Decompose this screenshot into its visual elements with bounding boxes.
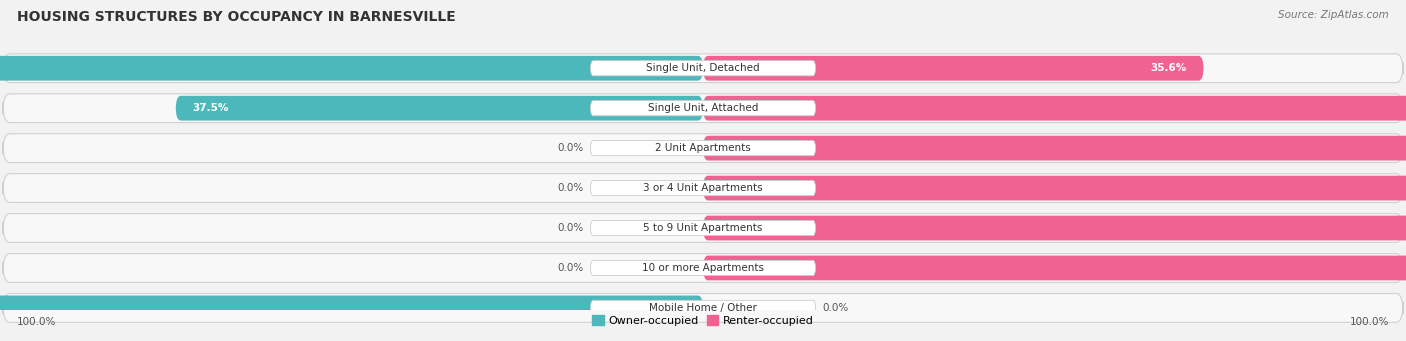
Text: 0.0%: 0.0% (557, 183, 583, 193)
FancyBboxPatch shape (591, 61, 815, 76)
Text: HOUSING STRUCTURES BY OCCUPANCY IN BARNESVILLE: HOUSING STRUCTURES BY OCCUPANCY IN BARNE… (17, 10, 456, 24)
FancyBboxPatch shape (591, 101, 815, 116)
Text: 0.0%: 0.0% (557, 223, 583, 233)
FancyBboxPatch shape (3, 254, 1403, 282)
FancyBboxPatch shape (3, 94, 1403, 122)
FancyBboxPatch shape (703, 176, 1406, 201)
FancyBboxPatch shape (3, 54, 1403, 83)
Text: 5 to 9 Unit Apartments: 5 to 9 Unit Apartments (644, 223, 762, 233)
Legend: Owner-occupied, Renter-occupied: Owner-occupied, Renter-occupied (588, 311, 818, 330)
FancyBboxPatch shape (703, 256, 1406, 280)
FancyBboxPatch shape (0, 296, 703, 320)
FancyBboxPatch shape (591, 140, 815, 156)
FancyBboxPatch shape (703, 56, 1204, 80)
Text: 100.0%: 100.0% (17, 317, 56, 327)
FancyBboxPatch shape (703, 96, 1406, 121)
Text: Single Unit, Attached: Single Unit, Attached (648, 103, 758, 113)
FancyBboxPatch shape (3, 294, 1403, 322)
Text: Mobile Home / Other: Mobile Home / Other (650, 303, 756, 313)
FancyBboxPatch shape (591, 300, 815, 315)
Text: 3 or 4 Unit Apartments: 3 or 4 Unit Apartments (643, 183, 763, 193)
Text: 2 Unit Apartments: 2 Unit Apartments (655, 143, 751, 153)
FancyBboxPatch shape (703, 216, 1406, 240)
Text: 0.0%: 0.0% (557, 263, 583, 273)
Text: 0.0%: 0.0% (823, 303, 849, 313)
FancyBboxPatch shape (176, 96, 703, 121)
FancyBboxPatch shape (0, 56, 703, 80)
FancyBboxPatch shape (3, 214, 1403, 242)
Text: 100.0%: 100.0% (1350, 317, 1389, 327)
FancyBboxPatch shape (703, 136, 1406, 161)
Text: 35.6%: 35.6% (1150, 63, 1187, 73)
FancyBboxPatch shape (591, 220, 815, 236)
Text: Source: ZipAtlas.com: Source: ZipAtlas.com (1278, 10, 1389, 20)
Text: Single Unit, Detached: Single Unit, Detached (647, 63, 759, 73)
FancyBboxPatch shape (591, 180, 815, 196)
FancyBboxPatch shape (591, 261, 815, 276)
FancyBboxPatch shape (3, 134, 1403, 163)
FancyBboxPatch shape (3, 174, 1403, 203)
Text: 37.5%: 37.5% (193, 103, 229, 113)
Text: 10 or more Apartments: 10 or more Apartments (643, 263, 763, 273)
Text: 0.0%: 0.0% (557, 143, 583, 153)
